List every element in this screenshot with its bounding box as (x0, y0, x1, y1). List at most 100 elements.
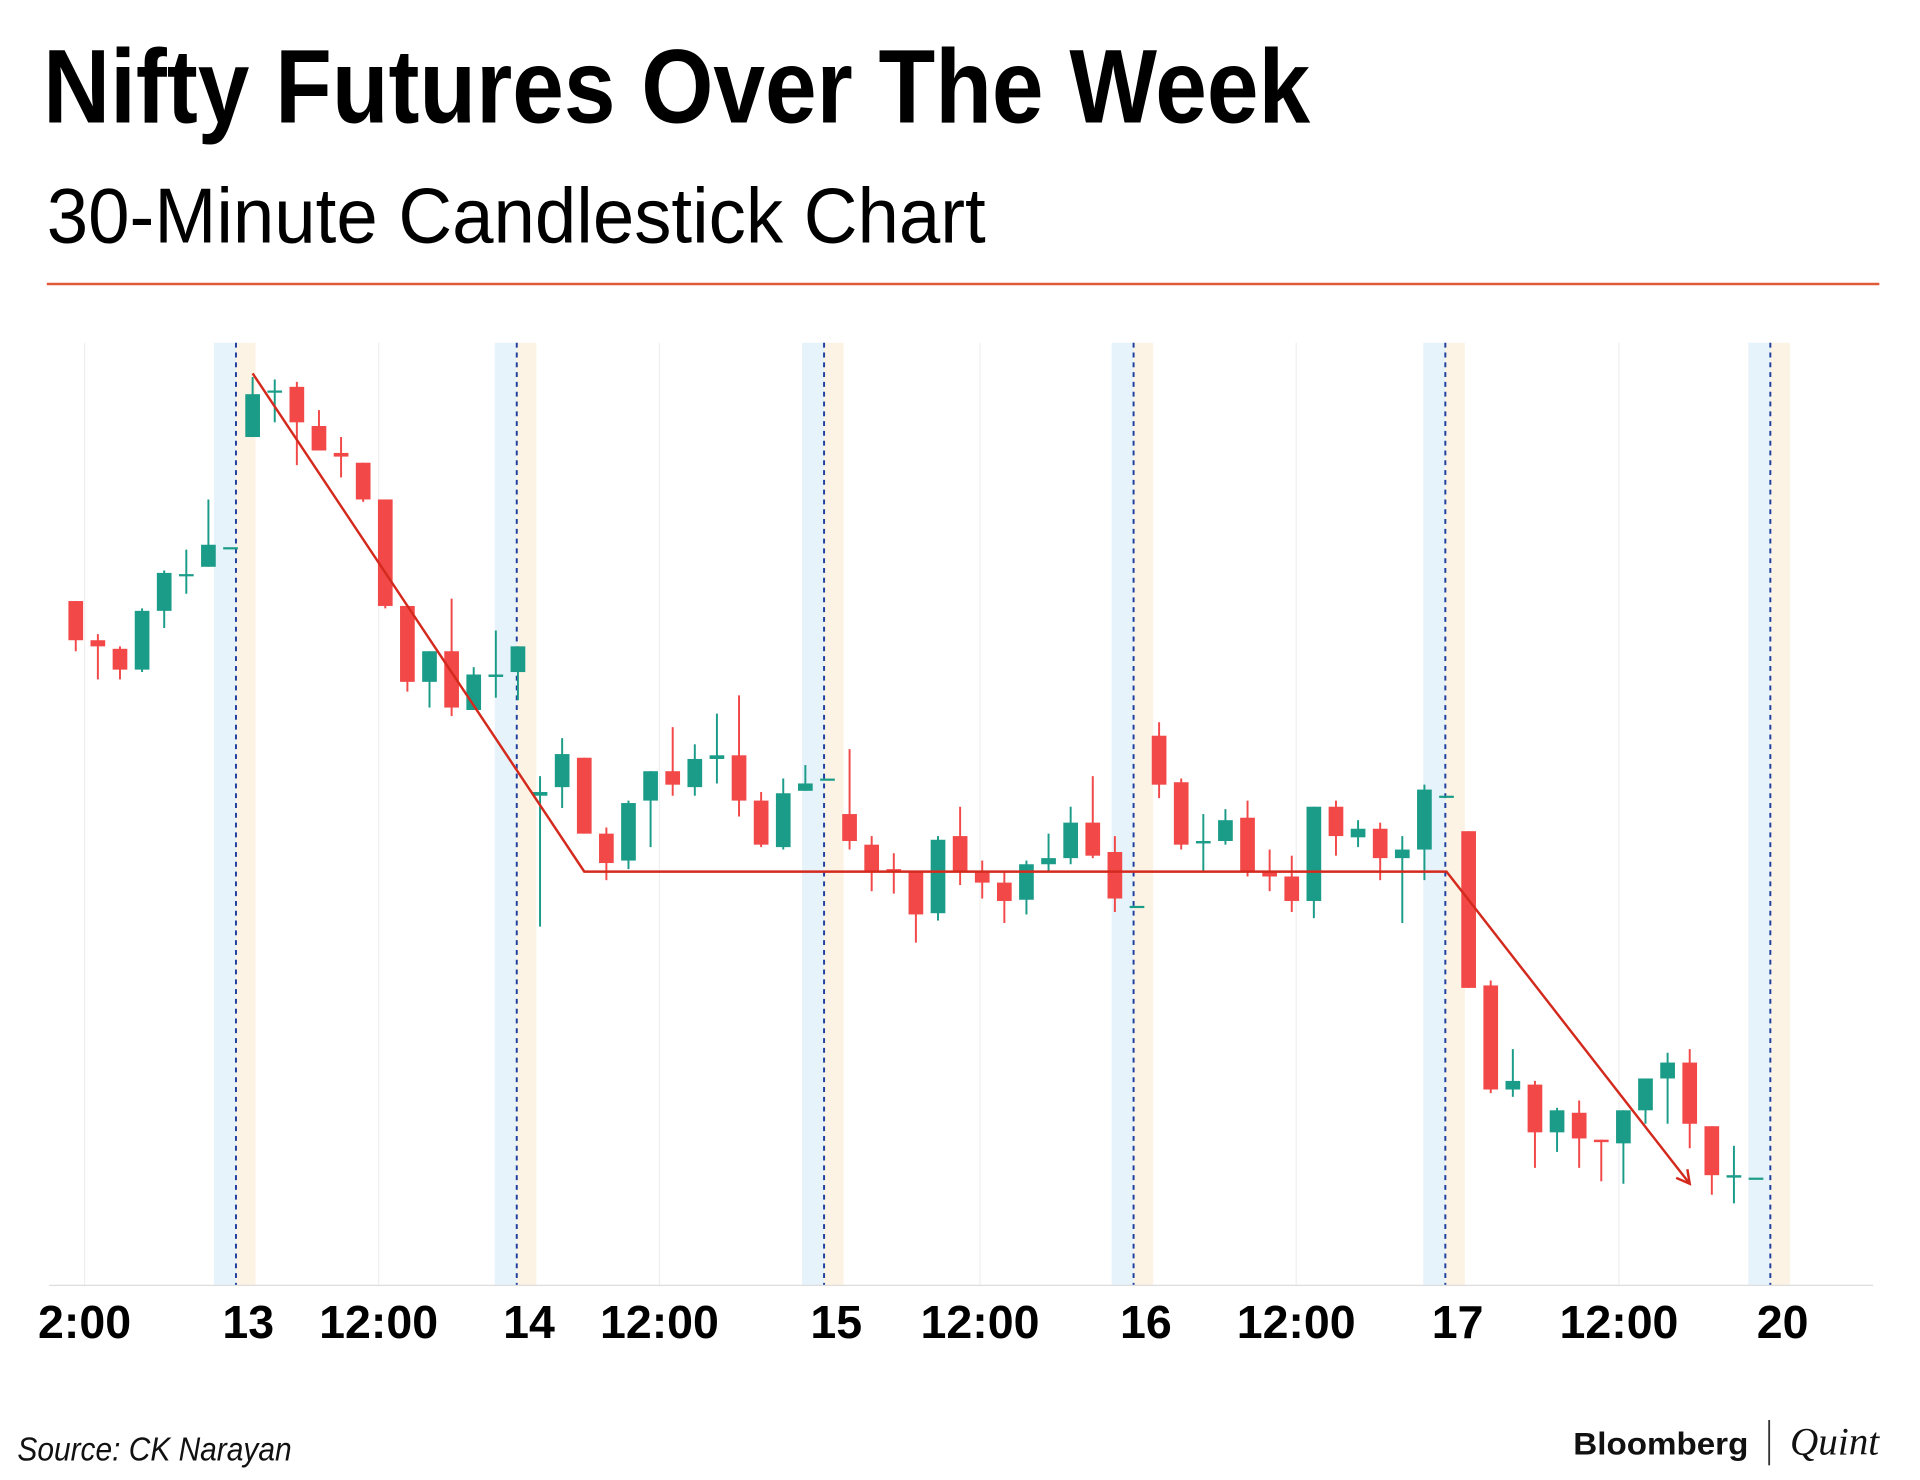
candle-body (599, 833, 614, 864)
x-tick-label: 13 (222, 1296, 274, 1348)
candle-body (731, 755, 747, 801)
candle-body (1660, 1062, 1675, 1079)
candle-body (930, 839, 946, 914)
candle-body (1306, 806, 1322, 901)
candle-body (1041, 858, 1056, 865)
candle-body (1019, 864, 1034, 900)
candle-body (1461, 831, 1476, 988)
candle-body (820, 778, 835, 781)
trend-arrow (1675, 1169, 1692, 1186)
chart-subtitle: 30-Minute Candlestick Chart (47, 171, 986, 259)
candle-body (311, 426, 327, 451)
candle-body (267, 390, 283, 393)
candle-body (355, 462, 371, 500)
candle-body (289, 386, 305, 423)
session-band (516, 342, 537, 1286)
candle-body (68, 601, 84, 641)
candle-body (245, 394, 260, 438)
x-tick-label: 2:00 (38, 1296, 131, 1348)
candle-body (1593, 1139, 1609, 1143)
candle-body (201, 544, 216, 567)
candle-body (1505, 1080, 1521, 1090)
candle-body (1483, 985, 1499, 1090)
x-tick-label: 12:00 (319, 1296, 438, 1348)
candle-body (709, 755, 725, 759)
x-tick-label: 15 (810, 1296, 862, 1348)
session-band (213, 342, 236, 1286)
x-tick-label: 20 (1757, 1296, 1809, 1348)
candle-body (223, 547, 238, 550)
session-band (802, 342, 825, 1286)
candle-body (488, 674, 504, 677)
candle-body (1107, 852, 1123, 899)
trend-line (251, 372, 1691, 1185)
brand-name: Bloomberg (1573, 1425, 1748, 1461)
candle-body (1173, 782, 1189, 845)
candle-body (1417, 789, 1432, 850)
candle-body (422, 651, 437, 682)
candle-body (908, 871, 924, 915)
session-band (1133, 342, 1154, 1286)
candle-body (798, 783, 813, 791)
candle-body (665, 771, 681, 785)
candle-body (400, 605, 415, 682)
candle-body (333, 452, 349, 457)
session-band (1445, 342, 1465, 1286)
candle-body (1748, 1177, 1764, 1180)
candle-body (974, 871, 990, 883)
candle-body (576, 757, 592, 834)
candle-body (1549, 1110, 1565, 1133)
candle-body (952, 836, 968, 872)
x-tick-label: 17 (1432, 1296, 1484, 1348)
candle-body (1394, 849, 1410, 859)
x-tick-label: 12:00 (600, 1296, 719, 1348)
x-tick-label: 16 (1120, 1296, 1172, 1348)
session-band (494, 342, 517, 1286)
candle-body (996, 882, 1012, 901)
candle-body (112, 648, 128, 670)
candle-body (178, 574, 194, 577)
session-band (824, 342, 844, 1286)
candle-body (864, 844, 880, 872)
x-tick-label: 12:00 (1559, 1296, 1678, 1348)
candle-body (1284, 876, 1300, 901)
candle-body (621, 803, 636, 861)
candle-body (1085, 822, 1101, 856)
candle-body (775, 793, 791, 848)
candle-body (1195, 840, 1211, 844)
candle-body (643, 771, 658, 801)
session-band (1423, 342, 1446, 1286)
candle-body (90, 640, 106, 647)
candle-body (687, 758, 703, 788)
candle-body (1063, 822, 1079, 859)
candle-body (510, 646, 526, 673)
candle-body (134, 610, 150, 670)
x-tick-label: 12:00 (921, 1296, 1040, 1348)
candle-body (377, 499, 393, 606)
candle-body (1328, 806, 1344, 837)
candle-body (1682, 1062, 1698, 1124)
session-band (1748, 342, 1771, 1286)
candle-body (554, 754, 570, 788)
candle-body (1704, 1126, 1720, 1176)
candle-body (1350, 828, 1366, 838)
candle-body (753, 800, 769, 845)
session-band (1111, 342, 1134, 1286)
candle-body (532, 792, 548, 796)
source-note: Source: CK Narayan (17, 1431, 291, 1468)
candle-body (1218, 820, 1233, 841)
candle-body (1571, 1112, 1587, 1139)
candle-body (1151, 735, 1167, 785)
candle-body (1240, 817, 1255, 872)
session-band (235, 342, 256, 1286)
candle-body (1638, 1078, 1653, 1111)
candle-body (842, 814, 857, 841)
candle-body (156, 572, 172, 611)
candle-body (1616, 1110, 1631, 1144)
x-tick-label: 12:00 (1237, 1296, 1356, 1348)
candle-body (1262, 871, 1277, 877)
session-band (1770, 342, 1790, 1286)
candle-body (1726, 1175, 1742, 1178)
